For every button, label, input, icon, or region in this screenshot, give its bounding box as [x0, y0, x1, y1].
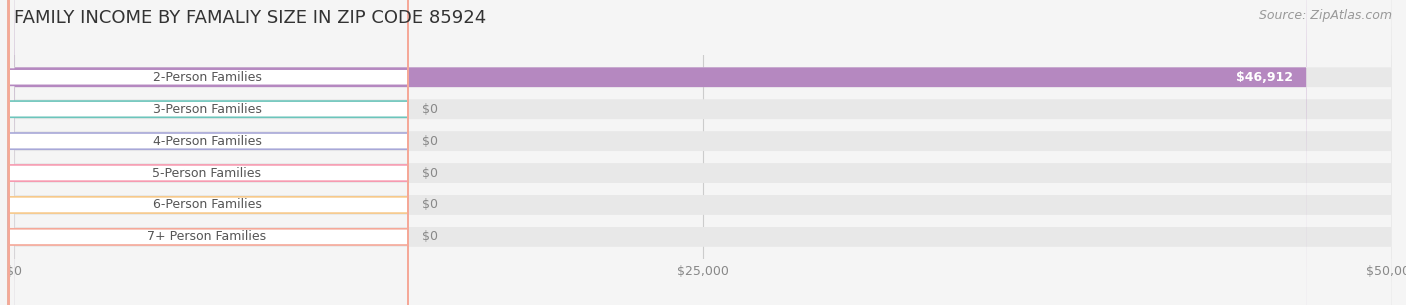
- FancyBboxPatch shape: [14, 0, 1392, 305]
- FancyBboxPatch shape: [14, 0, 1392, 305]
- FancyBboxPatch shape: [8, 0, 408, 305]
- Text: $46,912: $46,912: [1236, 71, 1294, 84]
- Text: $0: $0: [422, 103, 437, 116]
- FancyBboxPatch shape: [8, 0, 408, 305]
- Text: 6-Person Families: 6-Person Families: [152, 199, 262, 211]
- FancyBboxPatch shape: [14, 0, 1392, 305]
- FancyBboxPatch shape: [8, 0, 408, 305]
- FancyBboxPatch shape: [8, 0, 408, 305]
- FancyBboxPatch shape: [14, 0, 1392, 305]
- FancyBboxPatch shape: [8, 0, 408, 305]
- FancyBboxPatch shape: [14, 0, 1392, 305]
- FancyBboxPatch shape: [8, 0, 408, 305]
- Text: 5-Person Families: 5-Person Families: [152, 167, 262, 180]
- FancyBboxPatch shape: [14, 0, 1306, 305]
- Text: 7+ Person Families: 7+ Person Families: [148, 230, 267, 243]
- Text: $0: $0: [422, 167, 437, 180]
- Text: $0: $0: [422, 135, 437, 148]
- Text: 2-Person Families: 2-Person Families: [152, 71, 262, 84]
- Text: 4-Person Families: 4-Person Families: [152, 135, 262, 148]
- Text: FAMILY INCOME BY FAMALIY SIZE IN ZIP CODE 85924: FAMILY INCOME BY FAMALIY SIZE IN ZIP COD…: [14, 9, 486, 27]
- Text: $0: $0: [422, 230, 437, 243]
- Text: 3-Person Families: 3-Person Families: [152, 103, 262, 116]
- Text: Source: ZipAtlas.com: Source: ZipAtlas.com: [1258, 9, 1392, 22]
- Text: $0: $0: [422, 199, 437, 211]
- FancyBboxPatch shape: [14, 0, 1392, 305]
